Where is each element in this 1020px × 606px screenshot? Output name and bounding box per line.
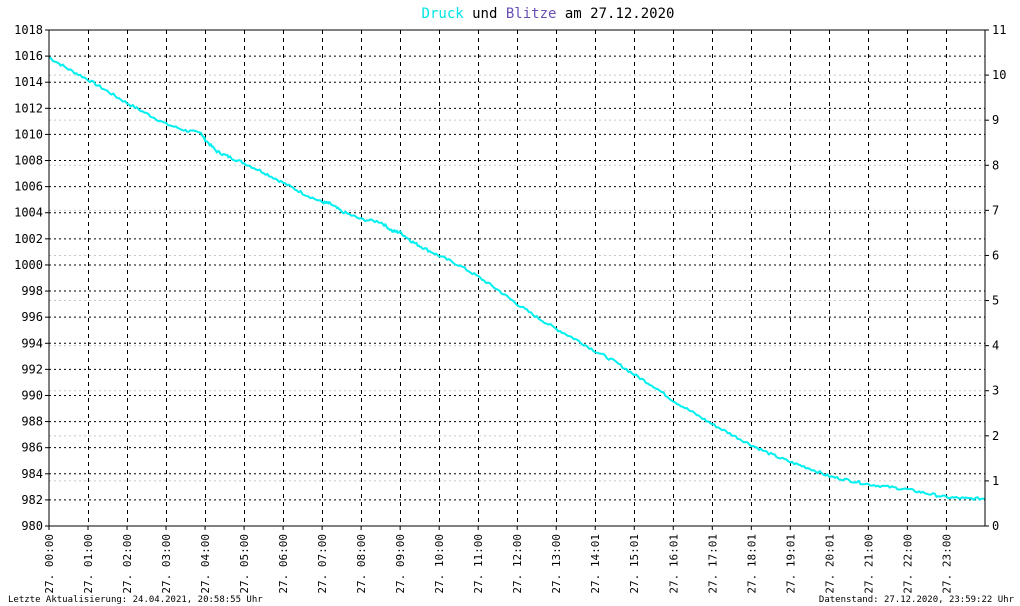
ytick-left-11: 1002 (14, 232, 43, 246)
ytick-left-10: 1000 (14, 258, 43, 272)
ytick-left-0: 980 (21, 519, 43, 533)
xtick-10: 27. 10:00 (433, 534, 446, 594)
ytick-left-3: 986 (21, 441, 43, 455)
xtick-18: 27. 18:01 (745, 534, 758, 594)
ytick-right-5: 5 (992, 294, 999, 308)
xtick-22: 27. 22:00 (901, 534, 914, 594)
xtick-16: 27. 16:01 (667, 534, 680, 594)
ytick-right-10: 10 (992, 68, 1006, 82)
title-part-0: Druck (422, 6, 465, 22)
ytick-left-4: 988 (21, 415, 43, 429)
ytick-right-3: 3 (992, 384, 999, 398)
xtick-3: 27. 03:00 (160, 534, 173, 594)
title-part-1: und (464, 6, 506, 22)
xtick-15: 27. 15:01 (628, 534, 641, 594)
ytick-right-11: 11 (992, 23, 1006, 37)
xtick-13: 27. 13:00 (550, 534, 563, 594)
xtick-19: 27. 19:01 (784, 534, 797, 594)
plot-frame (48, 29, 986, 527)
ytick-left-1: 982 (21, 493, 43, 507)
series-layer (48, 56, 986, 501)
ytick-right-1: 1 (992, 474, 999, 488)
ytick-left-7: 994 (21, 336, 43, 350)
chart-grid (49, 30, 985, 526)
ytick-left-2: 984 (21, 467, 43, 481)
xtick-5: 27. 05:00 (238, 534, 251, 594)
x-axis: 27. 00:00 27. 01:00 27. 02:00 27. 03:00 27. … (43, 526, 953, 594)
ytick-left-9: 998 (21, 284, 43, 298)
ytick-left-17: 1014 (14, 75, 43, 89)
xtick-2: 27. 02:00 (121, 534, 134, 594)
ytick-right-9: 9 (992, 113, 999, 127)
ytick-right-2: 2 (992, 429, 999, 443)
y-axis-left: 980 982 984 986 988 990 992 994 996 998 1000 1002 10… (14, 23, 49, 533)
xtick-12: 27. 12:00 (511, 534, 524, 594)
xtick-20: 27. 20:01 (823, 534, 836, 594)
chart-title: Druck und Blitze am 27.12.2020 (422, 6, 675, 22)
xtick-4: 27. 04:00 (199, 534, 212, 594)
series-line-druck (48, 56, 986, 501)
ytick-right-0: 0 (992, 519, 999, 533)
ytick-left-8: 996 (21, 310, 43, 324)
ytick-left-19: 1018 (14, 23, 43, 37)
ytick-left-18: 1016 (14, 49, 43, 63)
ytick-right-6: 6 (992, 248, 999, 262)
xtick-0: 27. 00:00 (43, 534, 56, 594)
ytick-left-5: 990 (21, 388, 43, 402)
ytick-right-4: 4 (992, 339, 999, 353)
ytick-left-14: 1008 (14, 154, 43, 168)
xtick-6: 27. 06:00 (277, 534, 290, 594)
footer-last-update: Letzte Aktualisierung: 24.04.2021, 20:58… (8, 595, 263, 605)
ytick-left-15: 1010 (14, 127, 43, 141)
xtick-21: 27. 21:00 (862, 534, 875, 594)
xtick-17: 27. 17:01 (706, 534, 719, 594)
ytick-left-6: 992 (21, 362, 43, 376)
ytick-left-13: 1006 (14, 180, 43, 194)
ytick-left-16: 1012 (14, 101, 43, 115)
xtick-7: 27. 07:00 (316, 534, 329, 594)
xtick-9: 27. 09:00 (394, 534, 407, 594)
title-part-3: am 27.12.2020 (556, 6, 674, 22)
ytick-left-12: 1004 (14, 206, 43, 220)
xtick-8: 27. 08:00 (355, 534, 368, 594)
y-axis-right: 0 1 2 3 4 5 6 7 8 9 10 11 (985, 23, 1006, 533)
footer-data-status: Datenstand: 27.12.2020, 23:59:22 Uhr (819, 595, 1015, 605)
xtick-11: 27. 11:00 (472, 534, 485, 594)
xtick-1: 27. 01:00 (82, 534, 95, 594)
title-part-2: Blitze (506, 6, 557, 22)
ytick-right-8: 8 (992, 158, 999, 172)
ytick-right-7: 7 (992, 203, 999, 217)
xtick-14: 27. 14:01 (589, 534, 602, 594)
xtick-23: 27. 23:00 (940, 534, 953, 594)
